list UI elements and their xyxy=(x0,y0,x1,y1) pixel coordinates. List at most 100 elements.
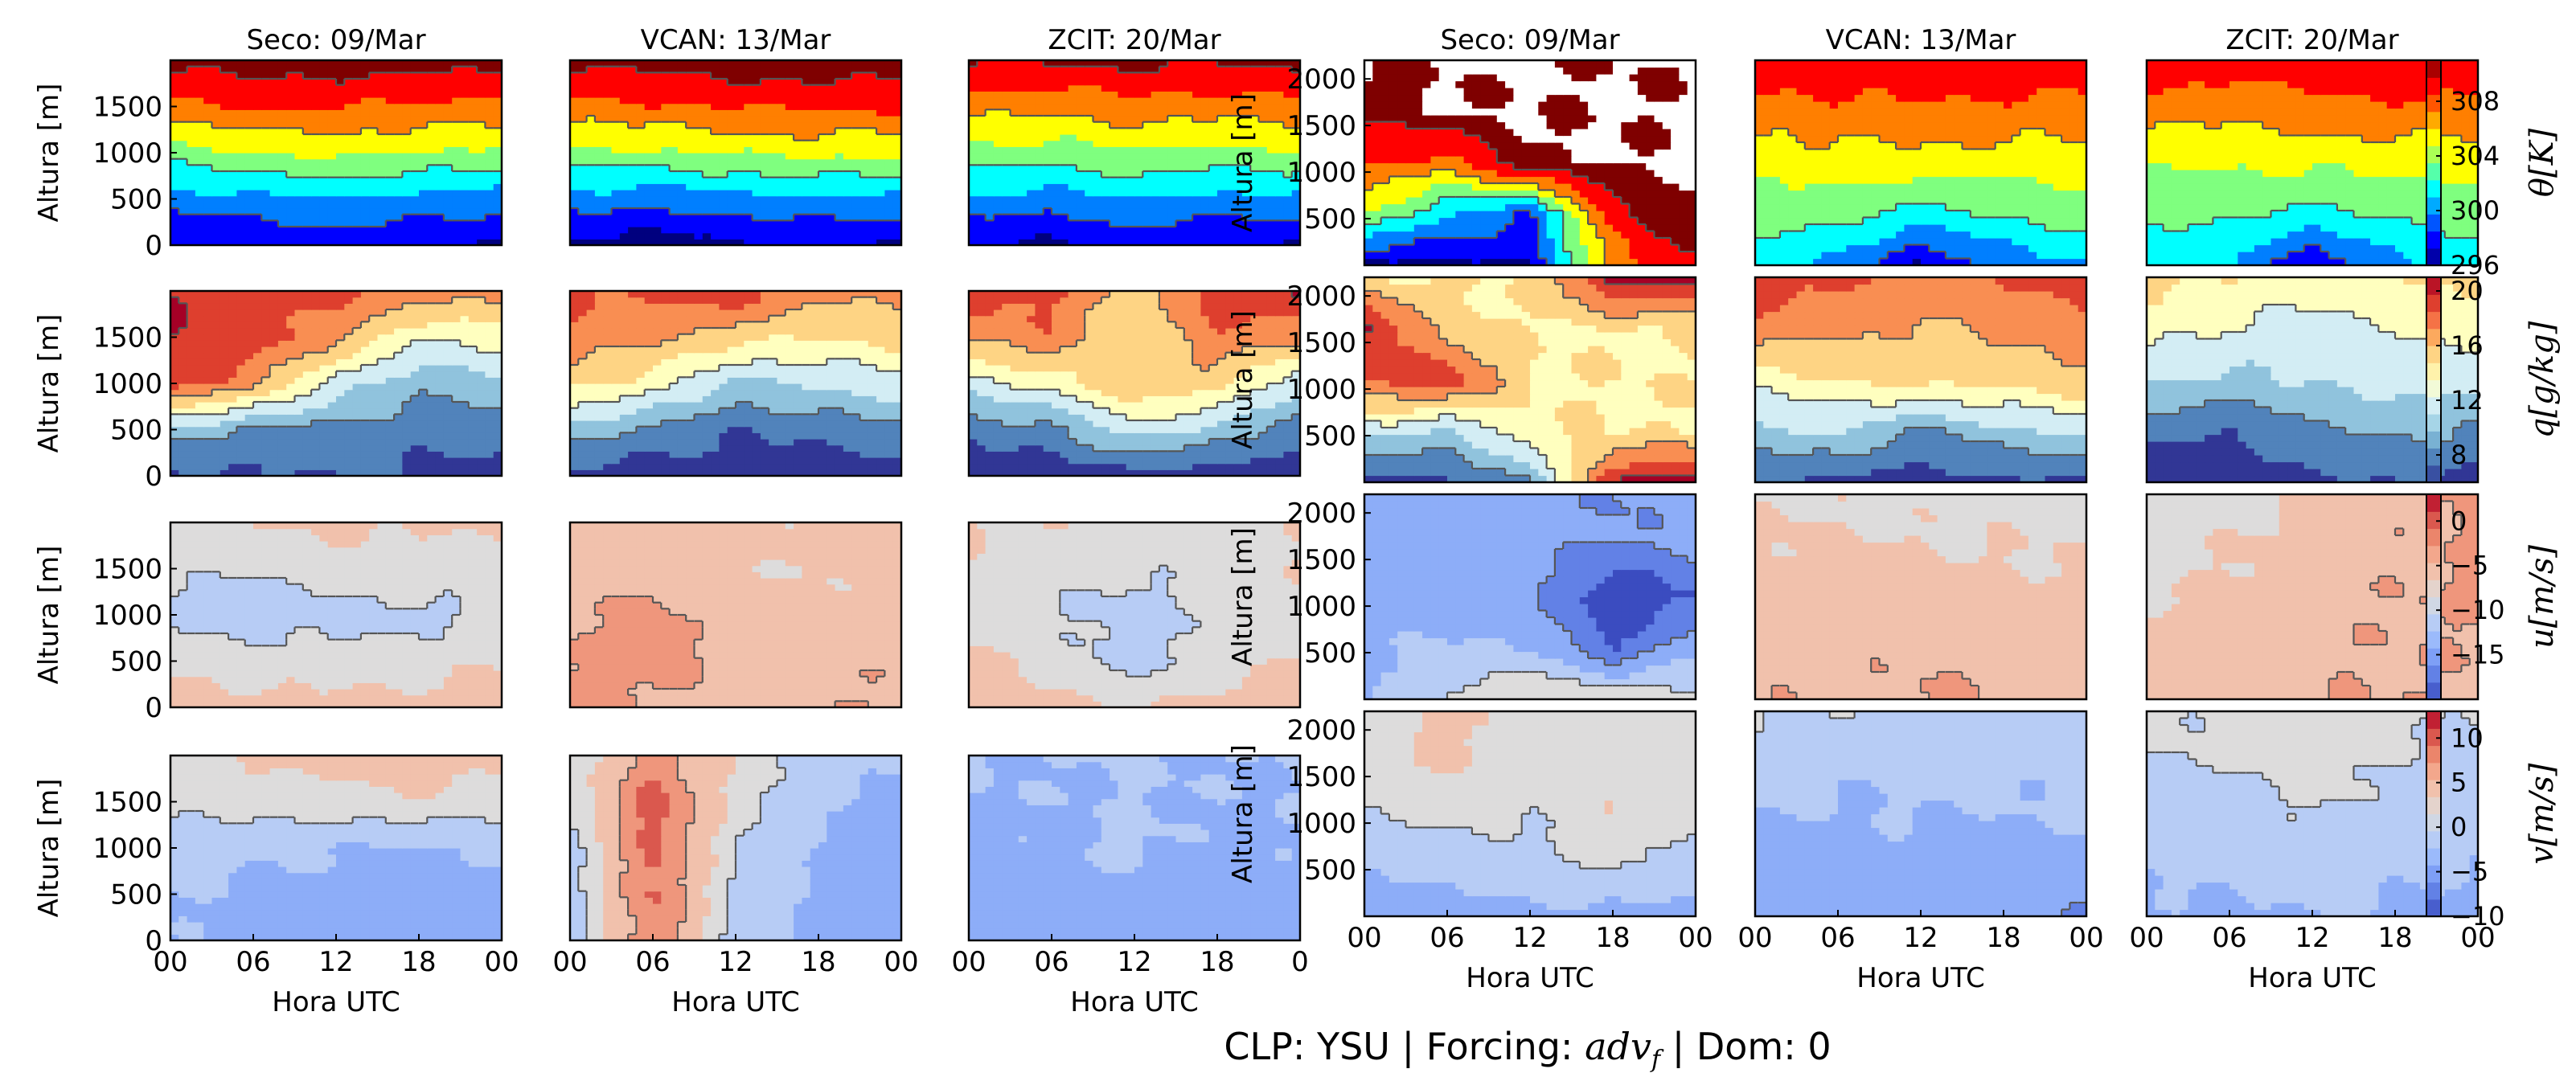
field-cell xyxy=(436,134,445,141)
field-cell xyxy=(1505,149,1514,157)
field-cell xyxy=(1142,208,1151,215)
field-cell xyxy=(1414,177,1423,184)
field-cell xyxy=(1126,97,1135,104)
field-cell xyxy=(1167,196,1176,203)
field-cell xyxy=(1184,128,1193,134)
field-cell xyxy=(802,196,810,203)
field-cell xyxy=(1621,156,1630,163)
field-cell xyxy=(843,85,852,92)
field-cell xyxy=(695,97,703,104)
field-cell xyxy=(620,153,629,159)
field-cell xyxy=(477,134,486,141)
field-cell xyxy=(461,220,470,227)
field-cell xyxy=(253,202,262,208)
field-cell xyxy=(402,97,411,104)
field-cell xyxy=(977,141,986,147)
field-cell xyxy=(469,109,478,116)
field-cell xyxy=(670,215,679,221)
field-cell xyxy=(827,91,835,97)
field-cell xyxy=(212,116,221,122)
field-cell xyxy=(261,85,270,92)
field-cell xyxy=(1605,129,1614,136)
field-cell xyxy=(1406,231,1415,239)
field-cell xyxy=(278,159,287,166)
field-cell xyxy=(452,85,461,92)
field-cell xyxy=(818,91,827,97)
field-cell xyxy=(253,104,262,110)
field-cell xyxy=(1159,196,1168,203)
field-cell xyxy=(461,128,470,134)
field-cell xyxy=(1397,163,1406,170)
field-cell xyxy=(1414,183,1423,190)
field-cell xyxy=(419,196,428,203)
field-cell xyxy=(620,97,629,104)
field-cell xyxy=(994,72,1003,79)
field-cell xyxy=(203,104,212,110)
field-cell xyxy=(1522,245,1531,252)
field-cell xyxy=(1035,220,1044,227)
field-cell xyxy=(1118,202,1126,208)
field-cell xyxy=(1522,183,1531,190)
field-cell xyxy=(753,97,761,104)
field-cell xyxy=(587,171,596,178)
field-cell xyxy=(1019,233,1028,240)
field-cell xyxy=(1077,85,1085,92)
field-cell xyxy=(802,220,810,227)
field-cell xyxy=(361,233,370,240)
field-cell xyxy=(1472,163,1481,170)
field-cell xyxy=(228,85,237,92)
field-cell xyxy=(378,141,387,147)
field-cell xyxy=(1110,72,1118,79)
field-cell xyxy=(178,196,187,203)
field-cell xyxy=(236,233,245,240)
field-cell xyxy=(452,208,461,215)
field-cell xyxy=(195,165,204,171)
field-cell xyxy=(286,104,295,110)
field-cell xyxy=(361,190,370,196)
field-cell xyxy=(786,104,794,110)
field-cell xyxy=(843,159,852,166)
field-cell xyxy=(303,159,312,166)
field-cell xyxy=(1093,153,1102,159)
field-cell xyxy=(1142,146,1151,153)
field-cell xyxy=(419,79,428,85)
field-cell xyxy=(1439,170,1448,177)
field-cell xyxy=(1663,142,1672,149)
field-cell xyxy=(228,183,237,190)
field-cell xyxy=(245,104,254,110)
field-cell xyxy=(818,178,827,184)
field-cell xyxy=(969,128,978,134)
field-cell xyxy=(851,183,860,190)
field-cell xyxy=(295,190,304,196)
field-cell xyxy=(969,196,978,203)
field-cell xyxy=(203,85,212,92)
field-cell xyxy=(761,227,769,233)
field-cell xyxy=(394,109,403,116)
field-cell xyxy=(1679,224,1688,231)
field-cell xyxy=(1613,252,1622,259)
field-cell xyxy=(261,202,270,208)
field-cell xyxy=(178,97,187,104)
field-cell xyxy=(319,67,328,73)
field-cell xyxy=(786,183,794,190)
field-cell xyxy=(578,227,587,233)
field-cell xyxy=(1572,156,1581,163)
field-cell xyxy=(835,178,844,184)
field-cell xyxy=(1267,97,1276,104)
field-cell xyxy=(802,233,810,240)
field-cell xyxy=(452,196,461,203)
field-cell xyxy=(1389,136,1398,143)
field-cell xyxy=(411,146,420,153)
field-cell xyxy=(170,79,179,85)
field-cell xyxy=(344,146,353,153)
field-cell xyxy=(1397,190,1406,198)
field-cell xyxy=(1052,134,1060,141)
field-cell xyxy=(328,227,337,233)
field-cell xyxy=(402,196,411,203)
field-cell xyxy=(394,220,403,227)
field-cell xyxy=(1671,129,1680,136)
field-cell xyxy=(1142,196,1151,203)
field-cell xyxy=(469,122,478,129)
field-cell xyxy=(1044,165,1052,171)
field-cell xyxy=(1588,252,1597,259)
